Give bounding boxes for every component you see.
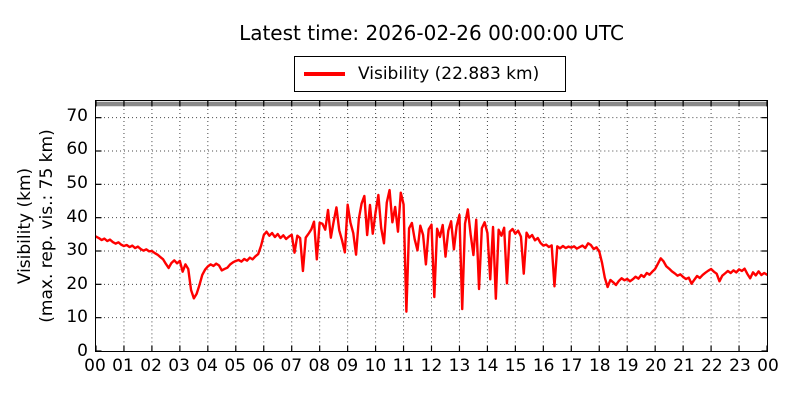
chart-canvas	[96, 101, 767, 351]
x-tick-label: 10	[364, 356, 387, 376]
legend-line-sample	[304, 72, 345, 76]
x-tick-label: 16	[532, 356, 555, 376]
x-tick-label: 00	[757, 356, 779, 376]
y-tick-label: 0	[77, 341, 88, 361]
y-axis-tick-labels: 0 10 20 30 40 50 60 70	[38, 100, 88, 361]
x-tick-label: 04	[196, 356, 218, 376]
y-axis-label-line1: Visibility (km)	[15, 167, 35, 285]
x-tick-label: 00	[84, 356, 106, 376]
legend-label: Visibility (22.883 km)	[358, 64, 540, 84]
x-tick-label: 12	[420, 356, 443, 376]
x-tick-label: 07	[280, 356, 303, 376]
x-tick-label: 20	[644, 356, 667, 376]
x-tick-label: 13	[448, 356, 471, 376]
x-tick-label: 14	[476, 356, 499, 376]
x-axis-tick-labels: 00 01 02 03 04 05 06 07 08 09 10 11 12 13 14 15 16 17 18 19…	[84, 356, 779, 378]
y-tick-label: 20	[66, 273, 88, 294]
x-tick-label: 06	[252, 356, 275, 376]
y-tick-label: 10	[66, 307, 88, 328]
legend: Visibility (22.883 km)	[294, 56, 566, 92]
x-tick-label: 05	[224, 356, 246, 376]
x-tick-label: 23	[729, 356, 751, 376]
x-tick-label: 09	[336, 356, 359, 376]
x-tick-label: 15	[504, 356, 527, 376]
x-tick-label: 02	[140, 356, 162, 376]
x-tick-label: 08	[308, 356, 331, 376]
x-tick-label: 19	[616, 356, 639, 376]
y-tick-label: 60	[66, 139, 88, 160]
y-tick-label: 50	[66, 173, 88, 193]
x-tick-label: 21	[673, 356, 695, 376]
visibility-line	[96, 188, 767, 313]
chart-title: Latest time: 2026-02-26 00:00:00 UTC	[239, 21, 624, 45]
plot-area	[95, 100, 768, 352]
x-tick-label: 01	[112, 356, 134, 376]
x-tick-label: 22	[701, 356, 723, 376]
x-tick-label: 18	[588, 356, 611, 376]
x-tick-label: 17	[560, 356, 583, 376]
y-tick-label: 30	[66, 240, 88, 261]
x-tick-label: 11	[392, 356, 415, 376]
y-tick-label: 40	[66, 206, 88, 227]
x-tick-label: 03	[168, 356, 190, 376]
y-tick-label: 70	[66, 105, 88, 126]
